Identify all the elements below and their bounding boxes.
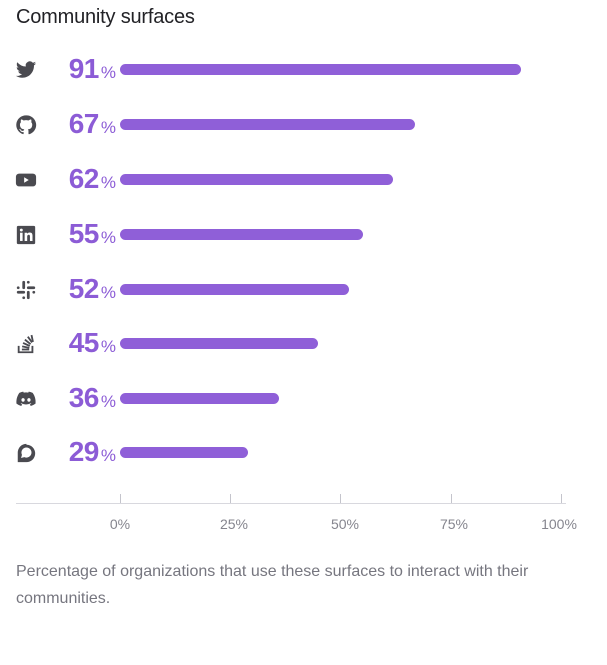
- x-tick-label: 25%: [219, 516, 249, 532]
- bar-track: [120, 64, 561, 75]
- bar-row: 67%: [0, 105, 607, 145]
- x-axis-tick: [340, 494, 341, 503]
- x-tick-label: 100%: [541, 516, 577, 532]
- bar-row: 52%: [0, 270, 607, 310]
- value-label: 67%: [68, 108, 116, 139]
- slack-icon: [15, 279, 37, 301]
- discourse-icon: [15, 442, 37, 464]
- discord-icon: [15, 388, 37, 410]
- youtube-icon: [15, 169, 37, 191]
- bar-discourse: [120, 447, 248, 458]
- linkedin-icon: [15, 224, 37, 246]
- value-label: 55%: [68, 218, 116, 249]
- value-label: 45%: [68, 327, 116, 358]
- chart-caption: Percentage of organizations that use the…: [16, 563, 529, 607]
- value-label: 91%: [68, 53, 116, 84]
- bar-track: [120, 338, 561, 349]
- x-axis-tick: [561, 494, 562, 503]
- bar-row: 36%: [0, 379, 607, 419]
- bar-track: [120, 119, 561, 130]
- bar-twitter: [120, 64, 522, 75]
- bar-youtube: [120, 174, 394, 185]
- github-icon: [15, 114, 37, 136]
- bar-stackoverflow: [120, 338, 319, 349]
- bar-discord: [120, 393, 279, 404]
- value-label: 52%: [68, 273, 116, 304]
- x-tick-label: 0%: [109, 516, 131, 532]
- bar-github: [120, 119, 416, 130]
- bar-track: [120, 447, 561, 458]
- bar-row: 29%: [0, 433, 607, 473]
- bar-track: [120, 229, 561, 240]
- value-label: 29%: [68, 436, 116, 467]
- twitter-icon: [15, 59, 37, 81]
- bar-track: [120, 284, 561, 295]
- x-axis-line: [16, 503, 566, 504]
- value-label: 62%: [68, 163, 116, 194]
- bar-row: 91%: [0, 50, 607, 90]
- bar-slack: [120, 284, 350, 295]
- bar-row: 62%: [0, 160, 607, 200]
- bar-row: 45%: [0, 324, 607, 364]
- x-axis-tick: [230, 494, 231, 503]
- bar-track: [120, 174, 561, 185]
- stackoverflow-icon: [15, 333, 37, 355]
- value-label: 36%: [68, 382, 116, 413]
- x-axis-tick: [120, 494, 121, 503]
- bar-row: 55%: [0, 215, 607, 255]
- x-tick-label: 75%: [439, 516, 469, 532]
- x-axis-tick: [451, 494, 452, 503]
- bar-track: [120, 393, 561, 404]
- chart-title: Community surfaces: [16, 6, 195, 28]
- x-tick-label: 50%: [330, 516, 360, 532]
- bar-linkedin: [120, 229, 363, 240]
